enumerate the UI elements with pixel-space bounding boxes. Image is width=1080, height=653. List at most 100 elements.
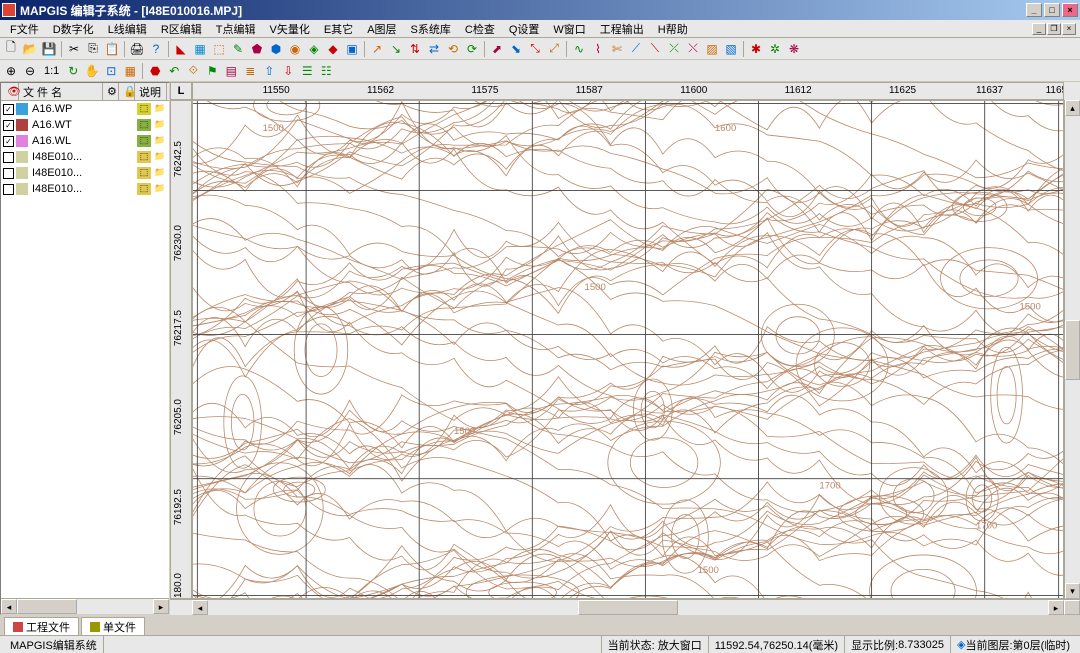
menu-item[interactable]: V矢量化 [264, 20, 316, 38]
file-checkbox[interactable]: ✓ [3, 136, 14, 147]
tool-icon[interactable]: ⬈ [488, 40, 506, 58]
panel-scrollbar-h[interactable]: ◂ ▸ [1, 598, 169, 614]
tool-icon[interactable]: ⌇ [589, 40, 607, 58]
grid-icon[interactable]: ▤ [222, 62, 240, 80]
map-scrollbar-h[interactable]: ◂ ▸ [170, 599, 1080, 615]
scroll-right-icon[interactable]: ▸ [153, 599, 169, 614]
minimize-button[interactable]: _ [1026, 3, 1042, 17]
scroll-up-icon[interactable]: ▴ [1065, 100, 1080, 116]
menu-item[interactable]: A图层 [361, 20, 402, 38]
tool-icon[interactable]: ↘ [387, 40, 405, 58]
tool-icon[interactable]: ⬟ [248, 40, 266, 58]
tool-icon[interactable]: ✱ [747, 40, 765, 58]
tool-icon[interactable]: ∿ [570, 40, 588, 58]
menu-item[interactable]: D数字化 [47, 20, 100, 38]
tool-icon[interactable]: ⤡ [526, 40, 544, 58]
tab-single-file[interactable]: 单文件 [81, 617, 145, 635]
menu-item[interactable]: H帮助 [652, 20, 694, 38]
tool-icon[interactable]: ⟳ [463, 40, 481, 58]
tool-icon[interactable]: ▣ [343, 40, 361, 58]
file-item[interactable]: ✓ A16.WP ⬚ 📁 [1, 101, 169, 117]
tool-icon[interactable]: ⟐ [184, 62, 202, 80]
help-icon[interactable]: ? [147, 40, 165, 58]
menu-item[interactable]: T点编辑 [210, 20, 262, 38]
tool-icon[interactable]: ⬣ [146, 62, 164, 80]
file-item[interactable]: I48E010... ⬚ 📁 [1, 165, 169, 181]
file-item[interactable]: I48E010... ⬚ 📁 [1, 149, 169, 165]
menu-item[interactable]: 工程输出 [594, 20, 650, 38]
cut-icon[interactable]: ✂ [65, 40, 83, 58]
tool-icon[interactable]: ✎ [229, 40, 247, 58]
tool-icon[interactable]: ⤢ [545, 40, 563, 58]
scroll-left-icon[interactable]: ◂ [1, 599, 17, 614]
paste-icon[interactable]: 📋 [103, 40, 121, 58]
new-icon[interactable]: 🗋 [2, 40, 20, 58]
close-button[interactable]: × [1062, 3, 1078, 17]
tool-icon[interactable]: ▧ [722, 40, 740, 58]
open-icon[interactable]: 📂 [21, 40, 39, 58]
arrow-down-icon[interactable]: ⇩ [279, 62, 297, 80]
maximize-button[interactable]: □ [1044, 3, 1060, 17]
copy-icon[interactable]: ⎘ [84, 40, 102, 58]
window-icon[interactable]: ⊡ [102, 62, 120, 80]
menu-item[interactable]: Q设置 [503, 20, 546, 38]
tool-icon[interactable]: ⟍ [646, 40, 664, 58]
save-icon[interactable]: 💾 [40, 40, 58, 58]
file-item[interactable]: I48E010... ⬚ 📁 [1, 181, 169, 197]
tool-icon[interactable]: ⇄ [425, 40, 443, 58]
tool-icon[interactable]: ↗ [368, 40, 386, 58]
scissors-icon[interactable]: ✄ [608, 40, 626, 58]
child-restore-button[interactable]: ❐ [1047, 23, 1061, 35]
tool-icon[interactable]: ▦ [191, 40, 209, 58]
tool-icon[interactable]: ⤬ [684, 40, 702, 58]
file-item[interactable]: ✓ A16.WL ⬚ 📁 [1, 133, 169, 149]
tool-icon[interactable]: ⬚ [210, 40, 228, 58]
tool-icon[interactable]: ≣ [241, 62, 259, 80]
menu-item[interactable]: R区编辑 [155, 20, 208, 38]
gear-icon[interactable]: ⚙ [107, 85, 117, 98]
print-icon[interactable]: 🖨 [128, 40, 146, 58]
tool-icon[interactable]: ⇅ [406, 40, 424, 58]
scroll-thumb[interactable] [578, 600, 678, 615]
file-checkbox[interactable] [3, 168, 14, 179]
tool-icon[interactable]: ❋ [785, 40, 803, 58]
tool-icon[interactable]: ☷ [317, 62, 335, 80]
tab-project-file[interactable]: 工程文件 [4, 617, 79, 635]
tool-icon[interactable]: ☰ [298, 62, 316, 80]
file-item[interactable]: ✓ A16.WT ⬚ 📁 [1, 117, 169, 133]
menu-item[interactable]: S系统库 [405, 20, 457, 38]
child-minimize-button[interactable]: _ [1032, 23, 1046, 35]
scroll-left-icon[interactable]: ◂ [192, 600, 208, 615]
tool-icon[interactable]: ◣ [172, 40, 190, 58]
scroll-down-icon[interactable]: ▾ [1065, 583, 1080, 599]
file-checkbox[interactable]: ✓ [3, 120, 14, 131]
tool-icon[interactable]: ⤫ [665, 40, 683, 58]
tool-icon[interactable]: ▨ [703, 40, 721, 58]
tool-icon[interactable]: ⟲ [444, 40, 462, 58]
child-close-button[interactable]: × [1062, 23, 1076, 35]
menu-item[interactable]: L线编辑 [102, 20, 153, 38]
file-checkbox[interactable] [3, 184, 14, 195]
refresh-icon[interactable]: ↻ [64, 62, 82, 80]
extent-icon[interactable]: ▦ [121, 62, 139, 80]
flag-icon[interactable]: ⚑ [203, 62, 221, 80]
scroll-right-icon[interactable]: ▸ [1048, 600, 1064, 615]
file-checkbox[interactable] [3, 152, 14, 163]
tool-icon[interactable]: ✲ [766, 40, 784, 58]
file-checkbox[interactable]: ✓ [3, 104, 14, 115]
zoom-out-icon[interactable]: ⊖ [21, 62, 39, 80]
map-canvas[interactable]: 15001500150015001700170015001600 [192, 100, 1064, 599]
menu-item[interactable]: C检查 [459, 20, 501, 38]
zoom-in-icon[interactable]: ⊕ [2, 62, 20, 80]
arrow-up-icon[interactable]: ⇧ [260, 62, 278, 80]
menu-item[interactable]: W窗口 [547, 20, 591, 38]
tool-icon[interactable]: ◆ [324, 40, 342, 58]
tool-icon[interactable]: ⟋ [627, 40, 645, 58]
menu-item[interactable]: E其它 [318, 20, 359, 38]
tool-icon[interactable]: ⬊ [507, 40, 525, 58]
tool-icon[interactable]: ◉ [286, 40, 304, 58]
menu-item[interactable]: F文件 [4, 20, 45, 38]
tool-icon[interactable]: ↶ [165, 62, 183, 80]
map-scrollbar-v[interactable]: ▴ ▾ [1064, 100, 1080, 599]
tool-icon[interactable]: ⬢ [267, 40, 285, 58]
